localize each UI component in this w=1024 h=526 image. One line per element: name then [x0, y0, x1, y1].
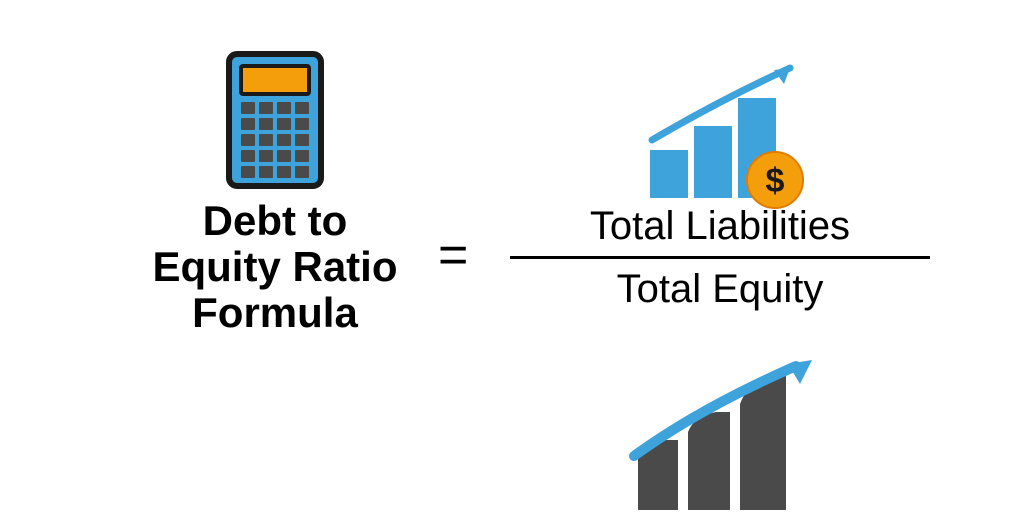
calculator-icon — [130, 50, 420, 190]
bar-chart-growth-icon — [620, 360, 830, 525]
fraction: Total Liabilities Total Equity — [510, 202, 930, 313]
title-line-1: Debt to — [130, 198, 420, 244]
title-line-2: Equity Ratio — [130, 244, 420, 290]
infographic-container: Debt to Equity Ratio Formula = Total Lia… — [0, 0, 1024, 526]
svg-text:$: $ — [766, 162, 785, 200]
left-block: Debt to Equity Ratio Formula — [130, 50, 420, 337]
bar-chart-growth-dollar-icon: $ — [640, 60, 840, 215]
fraction-line — [510, 256, 930, 259]
equals-sign: = — [438, 225, 468, 285]
formula-title: Debt to Equity Ratio Formula — [130, 198, 420, 337]
title-line-3: Formula — [130, 290, 420, 336]
denominator: Total Equity — [510, 265, 930, 313]
